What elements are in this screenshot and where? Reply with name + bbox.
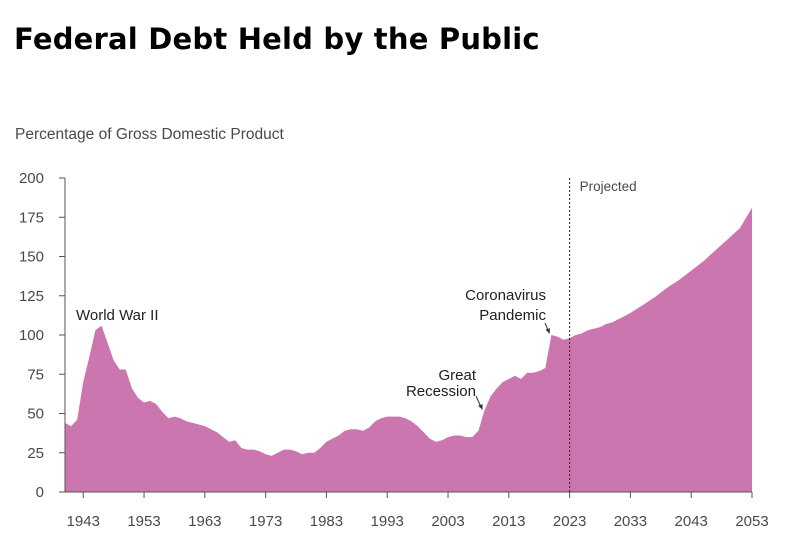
x-tick-label: 1973: [249, 513, 282, 530]
x-tick-label: 2023: [553, 513, 586, 530]
x-tick-label: 2043: [675, 513, 708, 530]
area-layer: [65, 207, 752, 493]
y-tick-label: 200: [19, 170, 44, 187]
y-tick-label: 125: [19, 288, 44, 305]
debt-area: [65, 207, 752, 493]
x-tick-label: 2003: [431, 513, 464, 530]
annotation-arrow: [544, 322, 549, 331]
y-tick-label: 75: [27, 366, 44, 383]
y-tick-label: 0: [36, 484, 44, 501]
annotation-great-recession: Recession: [406, 383, 476, 400]
annotation-arrowhead: [478, 404, 483, 410]
annotation-arrowhead: [545, 328, 550, 334]
x-tick-label: 1963: [188, 513, 221, 530]
y-tick-label: 50: [27, 406, 44, 423]
y-axis-label: Percentage of Gross Domestic Product: [15, 126, 284, 143]
x-tick-label: 2053: [735, 513, 768, 530]
axis-layer: 0 25 50 75 100 125 150 175 200 1943 1953 1963 1973 19…: [19, 170, 769, 530]
x-tick-label: 2033: [614, 513, 647, 530]
annotation-coronavirus: Coronavirus: [465, 287, 546, 304]
chart-title: Federal Debt Held by the Public: [14, 22, 540, 56]
x-tick-label: 2013: [492, 513, 525, 530]
annotation-coronavirus: Pandemic: [479, 307, 546, 324]
x-tick-label: 1943: [67, 513, 100, 530]
y-tick-label: 100: [19, 327, 44, 344]
projection-label: Projected: [580, 179, 637, 194]
x-tick-label: 1993: [371, 513, 404, 530]
y-tick-label: 25: [27, 445, 44, 462]
annotation-great-recession: Great: [438, 367, 476, 384]
x-tick-label: 1983: [310, 513, 343, 530]
annotation-world-war-ii: World War II: [76, 307, 159, 324]
x-tick-label: 1953: [127, 513, 160, 530]
y-tick-label: 150: [19, 249, 44, 266]
y-tick-label: 175: [19, 209, 44, 226]
